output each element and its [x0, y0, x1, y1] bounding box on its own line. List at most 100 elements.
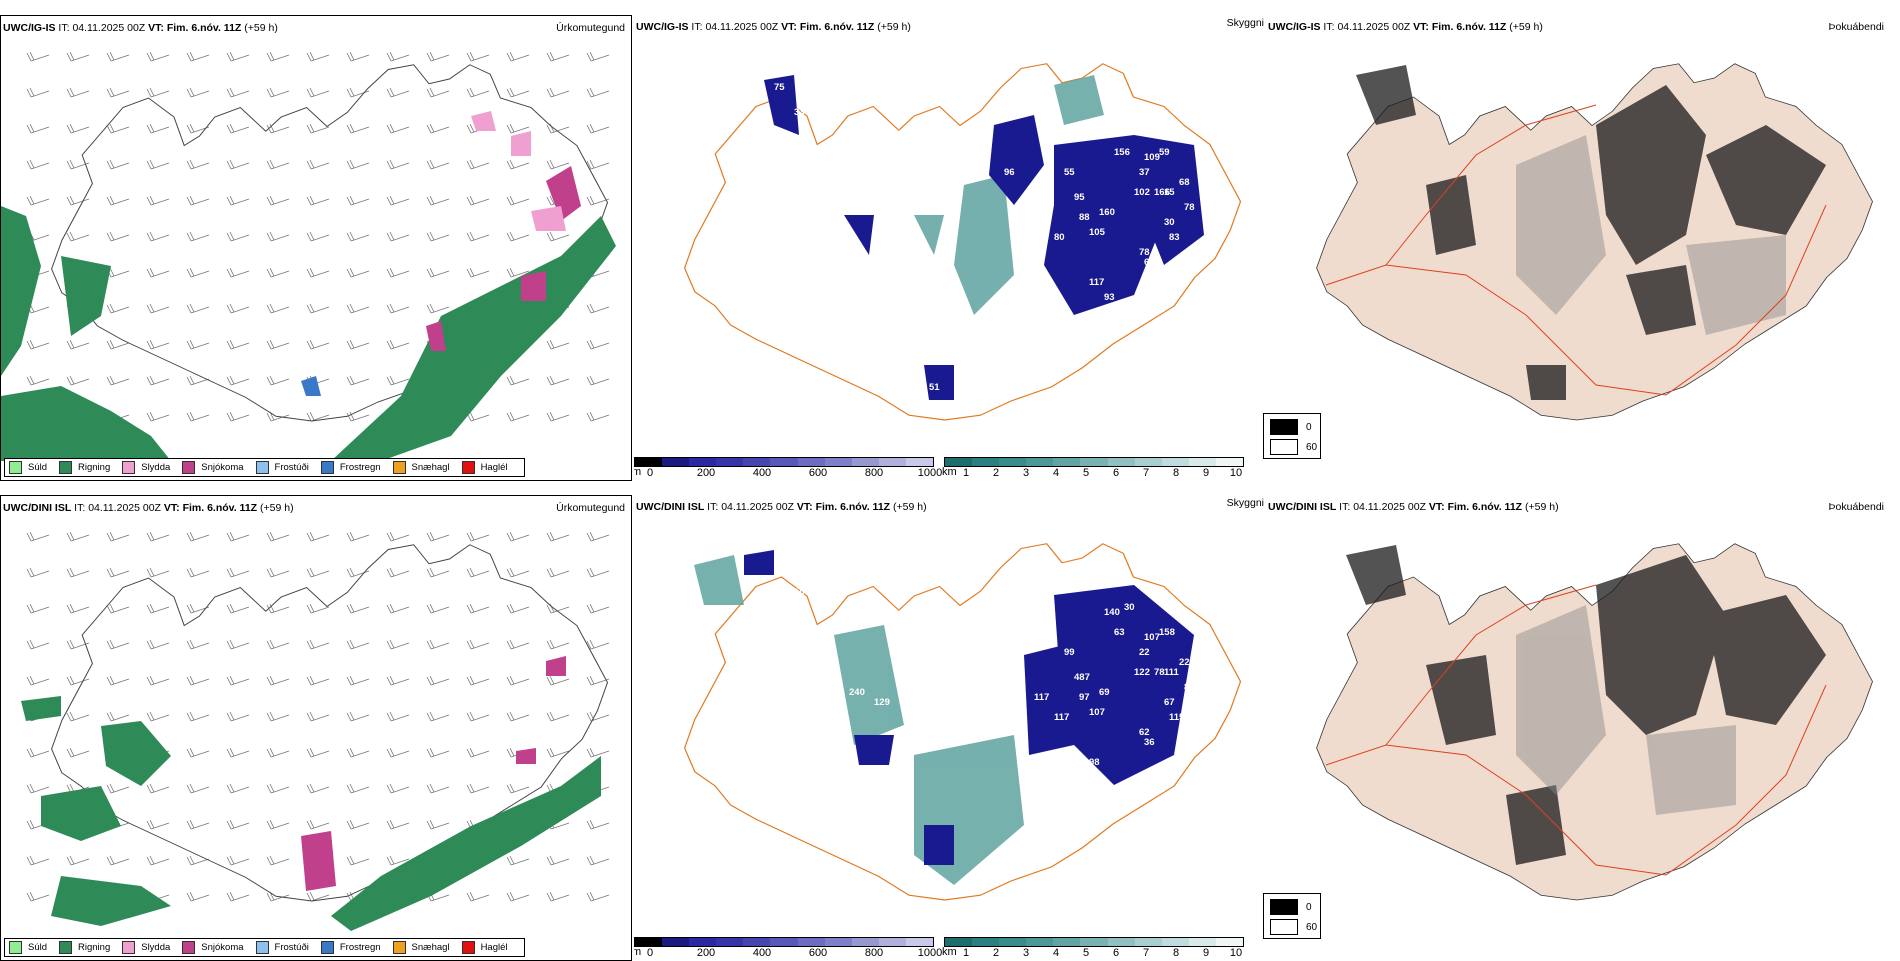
ceiling-map: 75 33 103 9 96 55 95 92 88 80 105 107 91 156 109 37 59 10… [683, 63, 1242, 421]
wind-barb [546, 375, 570, 386]
wind-barb [266, 603, 290, 614]
wind-barb [186, 531, 210, 542]
ceiling-value-label: 158 [1159, 627, 1175, 638]
wind-barb [586, 195, 610, 206]
wind-barb [26, 339, 50, 350]
wind-barb [66, 639, 90, 650]
colorbar-segment [1080, 938, 1108, 946]
wind-barb [66, 855, 90, 866]
panel-title: Skyggni [1226, 497, 1264, 509]
wind-barb [346, 51, 370, 62]
legend-label: Súld [28, 462, 48, 473]
wind-barb [346, 639, 370, 650]
colorbar-tick: 1000 [917, 467, 943, 479]
legend-item: Frostregn [320, 461, 381, 474]
colorbar-tick: 2 [992, 467, 1000, 479]
ceiling-value-label: 36 [1144, 737, 1155, 748]
wind-barb [586, 819, 610, 830]
wind-barb [146, 603, 170, 614]
legend-swatch [392, 461, 406, 474]
ceiling-value-label: 111 [1164, 667, 1180, 678]
road-network [1325, 104, 1827, 396]
colorbar-tick: 4 [1052, 947, 1060, 959]
colorbar-segment [851, 458, 879, 466]
panel-header: UWC/DINI ISL IT: 04.11.2025 00Z VT: Fim.… [3, 502, 294, 514]
ceiling-value-label: 75 [774, 82, 785, 93]
legend-item: Súld [9, 461, 47, 474]
wind-barb [386, 123, 410, 134]
fog-legend-row: 0 [1270, 419, 1312, 435]
ceiling-value-label: 107 [1089, 707, 1105, 718]
wind-barb [586, 675, 610, 686]
ceiling-value-label: 115 [1169, 712, 1185, 723]
wind-barb [186, 195, 210, 206]
wind-barb [586, 603, 610, 614]
ceiling-value-label: 69 [1099, 687, 1110, 698]
wind-barb [306, 267, 330, 278]
visibility-colorbar-swatches [944, 937, 1244, 947]
legend-swatch [392, 941, 406, 954]
wind-barb [586, 747, 610, 758]
ceiling-value-label: 103 [849, 207, 865, 218]
wind-barb [266, 747, 290, 758]
wind-barb [186, 855, 210, 866]
ceiling-value-label: 15 [1164, 187, 1175, 198]
colorbar-segment [1107, 938, 1135, 946]
ceiling-value-label: 140 [1104, 607, 1120, 618]
ceiling-value-label: 51 [929, 382, 940, 393]
wind-barb [546, 567, 570, 578]
colorbar-segment [945, 938, 973, 946]
wind-barb [186, 375, 210, 386]
wind-barb [586, 375, 610, 386]
ceiling-value-label: 102 [1134, 187, 1150, 198]
colorbar-segment [1107, 458, 1135, 466]
wind-barb [346, 267, 370, 278]
legend-label: Haglél [480, 942, 508, 953]
ceiling-value-label: 55 [1064, 167, 1075, 178]
legend-label: Slydda [141, 942, 171, 953]
wind-barb [266, 195, 290, 206]
colorbar-tick: 3 [1022, 467, 1030, 479]
colorbar-segment [824, 938, 852, 946]
legend-label: Snæhagl [411, 462, 450, 473]
wind-barb [66, 123, 90, 134]
wind-barb [186, 711, 210, 722]
wind-barb [466, 747, 490, 758]
wind-barb [466, 603, 490, 614]
low-ceiling-areas [744, 550, 1194, 865]
iceland-outline [683, 63, 1242, 421]
wind-barb [306, 411, 330, 422]
ceiling-value-label: 97 [1079, 692, 1090, 703]
wind-barb [426, 783, 450, 794]
ceiling-value-label: 145 [1004, 647, 1021, 658]
wind-barb [386, 747, 410, 758]
wind-barb [226, 303, 250, 314]
ceiling-value-label: 487 [1074, 672, 1090, 683]
wind-barb [546, 747, 570, 758]
colorbar-tick: 9 [1202, 947, 1210, 959]
wind-barb [506, 267, 530, 278]
wind-barb [386, 783, 410, 794]
wind-barb [506, 375, 530, 386]
wind-barb [146, 375, 170, 386]
ceiling-value-label: 129 [874, 697, 890, 708]
wind-barb [26, 51, 50, 62]
wind-barb [106, 339, 130, 350]
colorbar-tick: 400 [752, 467, 772, 479]
wind-barb [26, 855, 50, 866]
ceiling-value-label: 68 [1179, 177, 1190, 188]
wind-barb [466, 531, 490, 542]
wind-barb [426, 267, 450, 278]
panel-title: Þokuábendi [1828, 21, 1884, 33]
wind-barb [506, 675, 530, 686]
wind-barb [26, 783, 50, 794]
wind-barb [66, 603, 90, 614]
colorbar-segment [945, 458, 973, 466]
colorbar-segment [1026, 458, 1054, 466]
wind-barb [266, 231, 290, 242]
wind-barb [386, 267, 410, 278]
wind-barb [146, 411, 170, 422]
wind-barb [546, 339, 570, 350]
ceiling-value-label: 33 [794, 107, 805, 118]
wind-barb [226, 231, 250, 242]
